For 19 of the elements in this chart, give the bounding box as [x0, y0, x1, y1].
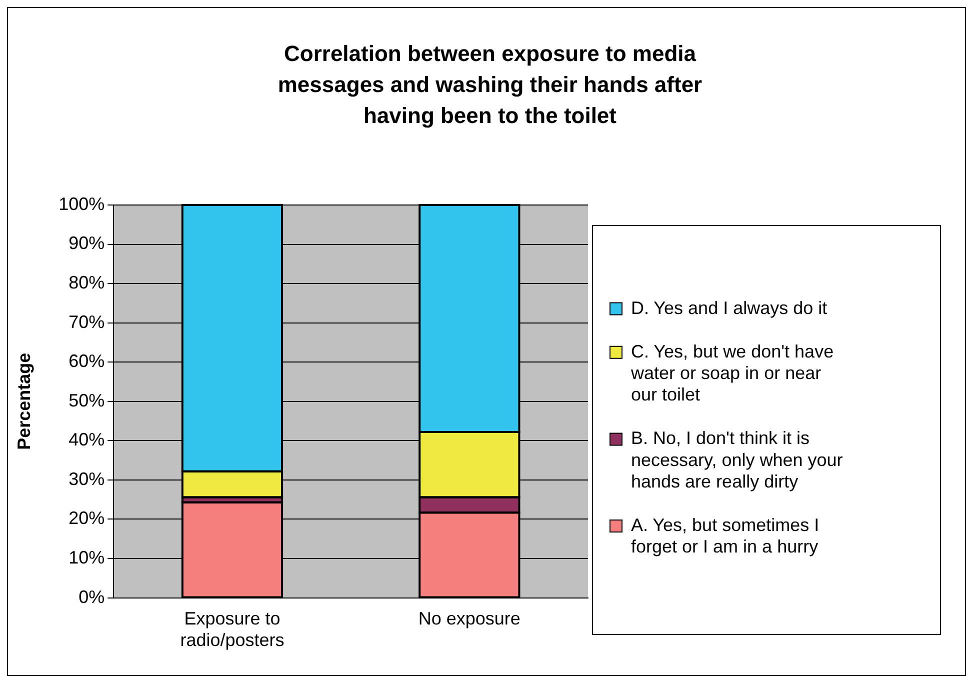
y-tick-label: 70%	[68, 312, 105, 332]
y-tick-label: 80%	[68, 272, 105, 293]
y-tick-label: 30%	[68, 468, 105, 489]
x-tick-label: Exposure to radio/posters	[180, 608, 284, 650]
y-tick-label: 40%	[68, 430, 105, 450]
y-tick-label: 50%	[68, 390, 105, 410]
y-tick-label: 10%	[68, 547, 105, 568]
legend-label: A. Yes, but sometimes I forget or I am in a hurry	[631, 514, 820, 557]
y-tick-label: 0%	[78, 586, 105, 607]
chart-title: Correlation between exposure to media messages and washing their hands after having been to the toilet	[276, 40, 704, 130]
y-tick-label: 90%	[68, 233, 105, 254]
legend-label: C. Yes, but we don't have water or soap in or near our toilet	[630, 341, 834, 405]
y-axis-title: Percentage	[14, 352, 34, 450]
y-tick-label: 60%	[68, 351, 105, 372]
y-tick-label: 20%	[68, 508, 105, 528]
y-tick-label: 100%	[58, 194, 105, 214]
legend-label: D. Yes and I always do it	[631, 298, 828, 318]
legend-label: B. No, I don't think it is necessary, only when your hands are really dirty	[631, 428, 843, 492]
x-tick-label: No exposure	[418, 608, 520, 629]
